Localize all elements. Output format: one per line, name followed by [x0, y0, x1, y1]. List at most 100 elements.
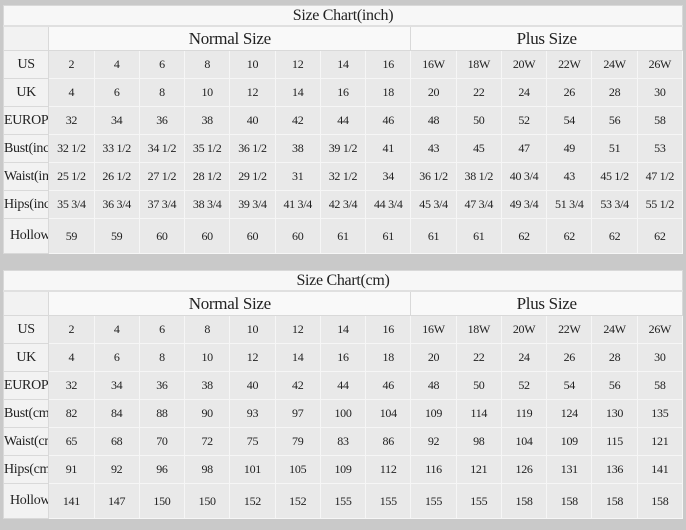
- size-value-cell: 109: [319, 455, 367, 484]
- size-value-cell: 55 1/2: [636, 190, 684, 219]
- size-value-cell: 105: [274, 455, 321, 484]
- size-value-cell: 12: [229, 343, 276, 372]
- size-value-cell: 152: [229, 483, 276, 519]
- size-value-cell: 28 1/2: [184, 162, 231, 191]
- size-value-cell: 34: [93, 371, 140, 400]
- size-value-cell: 8: [184, 50, 231, 79]
- size-value-cell: 38: [184, 371, 231, 400]
- table-row: Bust(cm) 82 84 88 90 93 97 100 104 109 114 119 124 13…: [2, 399, 684, 428]
- size-value-cell: 45: [455, 134, 502, 163]
- size-value-cell: 158: [636, 483, 684, 519]
- size-value-cell: 36 1/2: [410, 162, 457, 191]
- size-value-cell: 16: [319, 78, 367, 107]
- size-value-cell: 38: [274, 134, 321, 163]
- size-value-cell: 16: [365, 315, 412, 344]
- table-row: Waist(cm)6568707275798386929810410911512…: [2, 427, 684, 456]
- size-value-cell: 79: [274, 427, 321, 456]
- size-value-cell: 61: [319, 218, 367, 254]
- size-value-cell: 47 1/2: [636, 162, 684, 191]
- size-chart-cm: Size Chart(cm) Normal Size Plus Size US 2 4 6 8…: [2, 270, 684, 519]
- size-value-cell: 152: [274, 483, 321, 519]
- size-value-cell: 109: [410, 399, 457, 428]
- size-value-cell: 72: [184, 427, 231, 456]
- size-value-cell: 18: [365, 343, 412, 372]
- size-value-cell: 30: [636, 343, 684, 372]
- size-value-cell: 130: [591, 399, 638, 428]
- table-row: Hips(inch)35 3/436 3/437 3/438 3/439 3/4…: [2, 190, 684, 219]
- size-value-cell: 22W: [546, 50, 593, 79]
- size-value-cell: 141: [636, 455, 684, 484]
- row-label: Hollow to Floor(inch): [2, 218, 50, 254]
- size-value-cell: 8: [138, 343, 186, 372]
- size-value-cell: 60: [138, 218, 186, 254]
- size-value-cell: 51 3/4: [546, 190, 593, 219]
- table-row: Waist(inch)25 1/226 1/227 1/228 1/229 1/…: [2, 162, 684, 191]
- size-value-cell: 88: [138, 399, 186, 428]
- size-value-cell: 40: [229, 371, 276, 400]
- size-value-cell: 104: [365, 399, 412, 428]
- size-value-cell: 39 3/4: [229, 190, 276, 219]
- size-value-cell: 16: [365, 50, 412, 79]
- size-value-cell: 10: [229, 50, 276, 79]
- size-value-cell: 109: [546, 427, 593, 456]
- size-value-cell: 6: [93, 78, 140, 107]
- size-value-cell: 158: [546, 483, 593, 519]
- row-label: EUROPE: [2, 371, 50, 400]
- size-value-cell: 32 1/2: [48, 134, 95, 163]
- size-value-cell: 47 3/4: [455, 190, 502, 219]
- size-value-cell: 97: [274, 399, 321, 428]
- size-value-cell: 114: [455, 399, 502, 428]
- size-value-cell: 155: [455, 483, 502, 519]
- size-value-cell: 10: [184, 343, 231, 372]
- size-value-cell: 48: [410, 371, 457, 400]
- size-value-cell: 82: [48, 399, 95, 428]
- size-value-cell: 60: [274, 218, 321, 254]
- chart-title: Size Chart(cm): [3, 270, 683, 292]
- size-value-cell: 47: [500, 134, 548, 163]
- size-value-cell: 35 3/4: [48, 190, 95, 219]
- table-row: US 2 4 6 8 10 12 14 16 16W 18W 20W 22W 24W 26W: [2, 315, 684, 344]
- size-value-cell: 4: [48, 78, 95, 107]
- row-label: Hips(cm): [2, 455, 50, 484]
- size-value-cell: 24W: [591, 50, 638, 79]
- size-value-cell: 93: [229, 399, 276, 428]
- size-value-cell: 27 1/2: [138, 162, 186, 191]
- table-row: US 2 4 6 8 10 12 14 16 16W 18W 20W 22W 24W 26W: [2, 50, 684, 79]
- size-value-cell: 92: [410, 427, 457, 456]
- size-value-cell: 61: [455, 218, 502, 254]
- corner-cell: [2, 290, 50, 316]
- size-value-cell: 49: [546, 134, 593, 163]
- size-value-cell: 18: [365, 78, 412, 107]
- size-value-cell: 30: [636, 78, 684, 107]
- size-value-cell: 158: [500, 483, 548, 519]
- size-value-cell: 46: [365, 106, 412, 135]
- size-value-cell: 8: [138, 78, 186, 107]
- size-value-cell: 56: [591, 106, 638, 135]
- size-value-cell: 41 3/4: [274, 190, 321, 219]
- size-value-cell: 61: [410, 218, 457, 254]
- size-value-cell: 2: [48, 50, 95, 79]
- size-value-cell: 90: [184, 399, 231, 428]
- size-value-cell: 37 3/4: [138, 190, 186, 219]
- size-value-cell: 39 1/2: [319, 134, 367, 163]
- size-value-cell: 25 1/2: [48, 162, 95, 191]
- size-value-cell: 24: [500, 78, 548, 107]
- size-value-cell: 26: [546, 343, 593, 372]
- size-value-cell: 62: [636, 218, 684, 254]
- size-value-cell: 44: [319, 106, 367, 135]
- row-label: Waist(cm): [2, 427, 50, 456]
- size-value-cell: 4: [48, 343, 95, 372]
- size-value-cell: 10: [184, 78, 231, 107]
- size-value-cell: 26W: [636, 50, 684, 79]
- size-value-cell: 131: [546, 455, 593, 484]
- size-value-cell: 121: [455, 455, 502, 484]
- size-value-cell: 43: [410, 134, 457, 163]
- size-value-cell: 44: [319, 371, 367, 400]
- size-value-cell: 14: [274, 78, 321, 107]
- table-row: Bust(inch)32 1/233 1/234 1/235 1/236 1/2…: [2, 134, 684, 163]
- row-label: Hollow to Floor(cm): [2, 483, 50, 519]
- normal-size-header: Normal Size: [48, 290, 412, 316]
- size-value-cell: 116: [410, 455, 457, 484]
- size-value-cell: 48: [410, 106, 457, 135]
- row-label: UK: [2, 78, 50, 107]
